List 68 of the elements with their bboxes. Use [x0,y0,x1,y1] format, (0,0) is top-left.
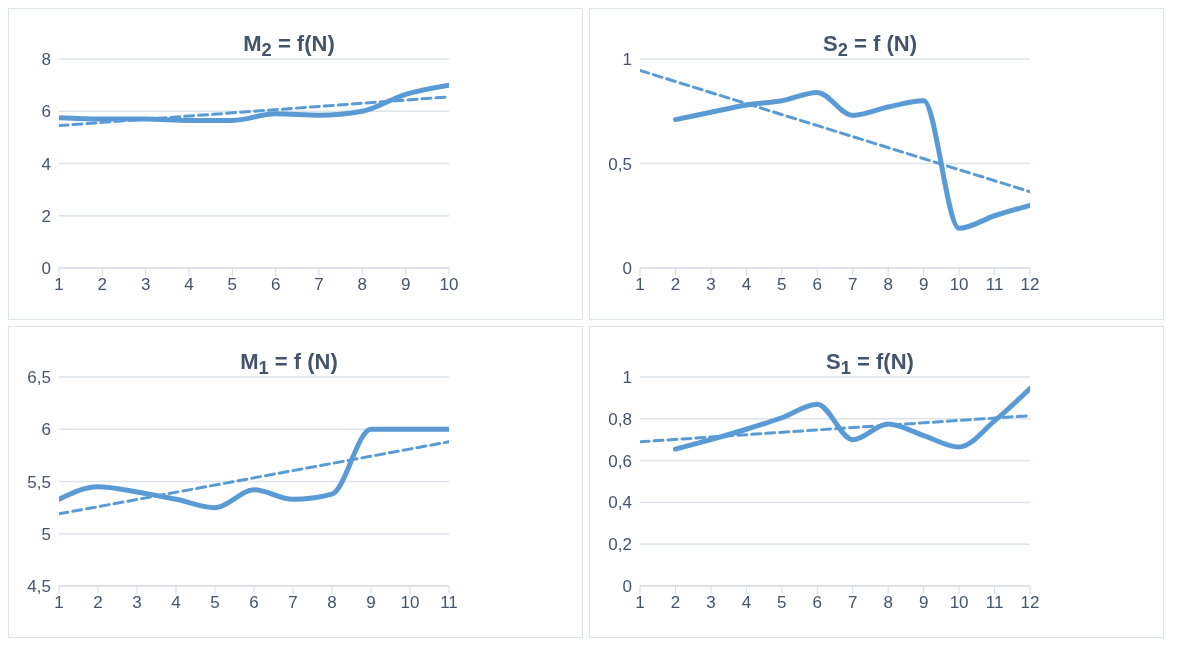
x-tick-label: 10 [400,593,420,613]
x-tick-label: 4 [184,275,194,295]
x-tick-label: 2 [93,593,103,613]
x-tick-label: 3 [140,275,151,295]
y-tick-label: 5 [41,524,51,544]
y-tick-label: 0,2 [608,535,632,555]
x-tick-label: 7 [288,593,298,613]
chart-title: M$_{1}$ = f (N) [239,349,339,380]
x-tick-label: 6 [249,593,259,613]
y-tick-label: 0 [622,577,632,597]
y-tick-label: 4,5 [27,577,51,597]
x-tick-label: 2 [670,593,681,613]
x-tick-label: 2 [670,275,681,295]
x-tick-label: 1 [635,593,645,613]
x-tick-label: 2 [97,275,108,295]
y-tick-label: 2 [41,206,51,226]
x-tick-label: 8 [883,593,893,613]
x-tick-label: 5 [210,593,220,613]
y-tick-label: 1 [622,368,632,388]
x-tick-label: 8 [357,275,368,295]
x-tick-label: 9 [366,593,376,613]
x-tick-label: 7 [847,275,858,295]
x-tick-label: 11 [985,275,1004,295]
x-tick-label: 4 [171,593,181,613]
x-tick-label: 6 [270,275,281,295]
x-tick-label: 12 [1020,275,1040,295]
y-tick-label: 0 [622,259,632,279]
x-tick-label: 3 [706,275,716,295]
x-tick-label: 5 [227,275,238,295]
y-tick-label: 4 [41,154,51,174]
y-tick-label: 0 [41,259,51,279]
x-tick-label: 11 [985,593,1004,613]
x-tick-label: 4 [741,275,752,295]
y-tick-label: 8 [41,50,51,70]
x-tick-label: 4 [741,593,752,613]
x-tick-label: 11 [440,593,458,613]
x-tick-label: 1 [54,593,64,613]
x-tick-label: 6 [812,593,823,613]
x-tick-label: 9 [918,275,929,295]
x-tick-label: 6 [812,275,823,295]
x-tick-label: 7 [847,593,858,613]
x-tick-label: 1 [54,275,64,295]
x-tick-label: 10 [949,275,969,295]
x-tick-label: 8 [327,593,337,613]
y-tick-label: 0,4 [608,493,632,513]
y-tick-label: 6 [41,420,51,440]
y-tick-label: 6,5 [27,368,51,388]
x-tick-label: 7 [314,275,324,295]
x-tick-label: 10 [949,593,969,613]
x-tick-label: 5 [777,593,787,613]
y-tick-label: 0,6 [608,451,632,471]
x-tick-label: 3 [706,593,716,613]
x-tick-label: 12 [1020,593,1040,613]
x-tick-label: 9 [400,275,411,295]
chart-title: M$_{2}$ = f(N) [242,31,336,62]
x-tick-label: 10 [439,275,459,295]
y-tick-label: 1 [622,50,632,70]
x-tick-label: 1 [635,275,645,295]
x-tick-label: 3 [132,593,142,613]
x-tick-label: 5 [777,275,787,295]
y-tick-label: 0,5 [608,154,632,174]
y-tick-label: 0,8 [608,409,632,429]
y-tick-label: 6 [41,102,51,122]
chart-title: S$_{1}$ = f(N) [825,349,915,380]
y-tick-label: 5,5 [27,472,51,492]
chart-title: S$_{2}$ = f (N) [822,31,918,62]
x-tick-label: 8 [883,275,893,295]
x-tick-label: 9 [918,593,929,613]
